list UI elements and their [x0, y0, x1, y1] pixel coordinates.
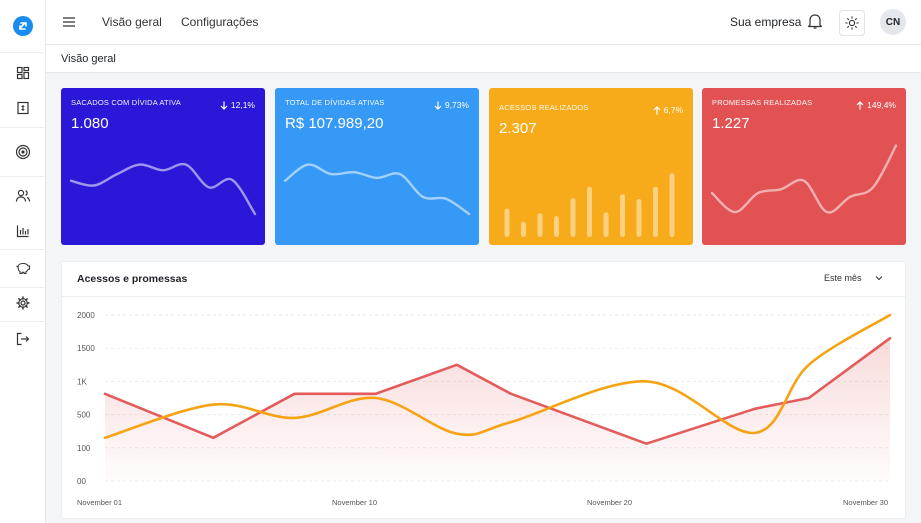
series-line-accesses [103, 313, 892, 440]
card-label: ACESSOS REALIZADOS [499, 103, 589, 112]
card-sparkline [710, 144, 898, 214]
spark-bar [603, 212, 609, 237]
y-tick-label: 2000 [77, 311, 95, 320]
card-delta: 12,1% [220, 100, 255, 110]
card-sparkline [504, 173, 675, 238]
kpi-card-total-debt[interactable]: TOTAL DE DÍVIDAS ATIVAS 9,73% R$ 107.989,2… [275, 88, 479, 245]
y-tick-label: 100 [77, 444, 91, 453]
y-tick-label: 1500 [77, 344, 95, 353]
spark-bar [570, 198, 576, 237]
arrow-down-icon [434, 101, 442, 110]
spark-bar [587, 186, 592, 238]
spark-line [710, 144, 898, 214]
chevron-down-icon[interactable] [874, 273, 884, 283]
theme-toggle-button[interactable] [839, 10, 865, 36]
logo-icon [19, 22, 27, 30]
x-tick-label: November 30 [843, 498, 888, 507]
x-tick-label: November 20 [587, 498, 632, 507]
card-value: 2.307 [499, 120, 537, 137]
spark-bar [521, 221, 526, 237]
spark-bar [620, 194, 625, 238]
sidebar-item-finance[interactable] [0, 251, 46, 285]
card-delta: 149,4% [856, 100, 896, 110]
x-tick-label: November 01 [77, 498, 122, 507]
arrow-up-icon [856, 100, 864, 109]
card-value: R$ 107.989,20 [285, 115, 384, 132]
arrow-down-icon [220, 101, 228, 110]
spark-bar [653, 186, 658, 238]
sidebar-item-users[interactable] [0, 179, 46, 213]
period-filter[interactable]: Este mês [824, 273, 862, 283]
card-delta-value: 6,7% [663, 105, 683, 115]
spark-bar [636, 199, 642, 237]
avatar[interactable]: CN [880, 9, 906, 35]
hamburger-icon [63, 17, 75, 27]
access-promises-chart: 00 100 500 1K 1500 2000 November 01 November 10… [77, 311, 892, 507]
card-sparkline [69, 162, 257, 216]
users-icon [15, 189, 31, 202]
x-tick-label: November 10 [332, 498, 377, 507]
topbar: Visão geral Configurações Sua empresa CN [46, 0, 921, 45]
card-sparkline [283, 163, 471, 216]
card-label: SACADOS COM DÍVIDA ATIVA [71, 98, 181, 107]
card-label: PROMESSAS REALIZADAS [712, 98, 813, 107]
bar-chart-icon [16, 225, 29, 238]
y-tick-label: 500 [77, 411, 91, 420]
target-icon [15, 144, 31, 160]
sidebar [0, 0, 46, 523]
chart-panel: Acessos e promessas Este mês 00 100 500 1K 1… [61, 261, 906, 519]
breadcrumb: Visão geral [61, 53, 116, 65]
settings-icon [16, 296, 30, 310]
card-delta-value: 12,1% [230, 100, 255, 110]
spark-line [69, 162, 257, 216]
series-line-promises [103, 336, 892, 445]
app-logo[interactable] [13, 16, 33, 36]
logout-icon [16, 332, 30, 346]
card-delta: 6,7% [653, 105, 683, 115]
card-delta: 9,73% [434, 100, 469, 110]
sun-icon [845, 16, 859, 30]
y-tick-label: 00 [77, 477, 86, 486]
spark-bar [669, 173, 675, 237]
card-delta-value: 149,4% [867, 100, 896, 110]
nav-settings[interactable]: Configurações [181, 15, 259, 29]
piggy-bank-icon [16, 262, 31, 275]
kpi-card-promises[interactable]: PROMESSAS REALIZADAS 149,4% 1.227 [702, 88, 906, 245]
company-selector[interactable]: Sua empresa [730, 15, 802, 29]
dashboard-icon [16, 66, 30, 80]
card-delta-value: 9,73% [444, 100, 469, 110]
sidebar-item-settings[interactable] [0, 286, 46, 320]
card-label: TOTAL DE DÍVIDAS ATIVAS [285, 98, 385, 107]
invoice-icon [17, 101, 29, 115]
spark-line [283, 163, 471, 216]
sidebar-item-logout[interactable] [0, 322, 46, 356]
menu-toggle-button[interactable] [60, 13, 78, 31]
sidebar-item-invoices[interactable] [0, 91, 46, 125]
spark-bar [504, 208, 510, 237]
nav-overview[interactable]: Visão geral [102, 15, 162, 29]
kpi-card-debtors[interactable]: SACADOS COM DÍVIDA ATIVA 12,1% 1.080 [61, 88, 265, 245]
spark-bar [537, 213, 543, 238]
y-tick-label: 1K [77, 377, 87, 386]
panel-title: Acessos e promessas [77, 273, 188, 285]
card-value: 1.227 [712, 115, 750, 132]
arrow-up-icon [653, 105, 661, 114]
card-value: 1.080 [71, 115, 109, 132]
sidebar-item-goals[interactable] [0, 135, 46, 169]
notifications-button[interactable] [807, 12, 825, 32]
kpi-card-accesses[interactable]: ACESSOS REALIZADOS 6,7% 2.307 [489, 88, 693, 245]
bell-icon [807, 14, 823, 29]
sidebar-item-reports[interactable] [0, 214, 46, 248]
spark-bar [554, 216, 559, 237]
series-area [105, 338, 890, 481]
breadcrumb-bar: Visão geral [46, 45, 921, 73]
sidebar-item-dashboard[interactable] [0, 56, 46, 90]
